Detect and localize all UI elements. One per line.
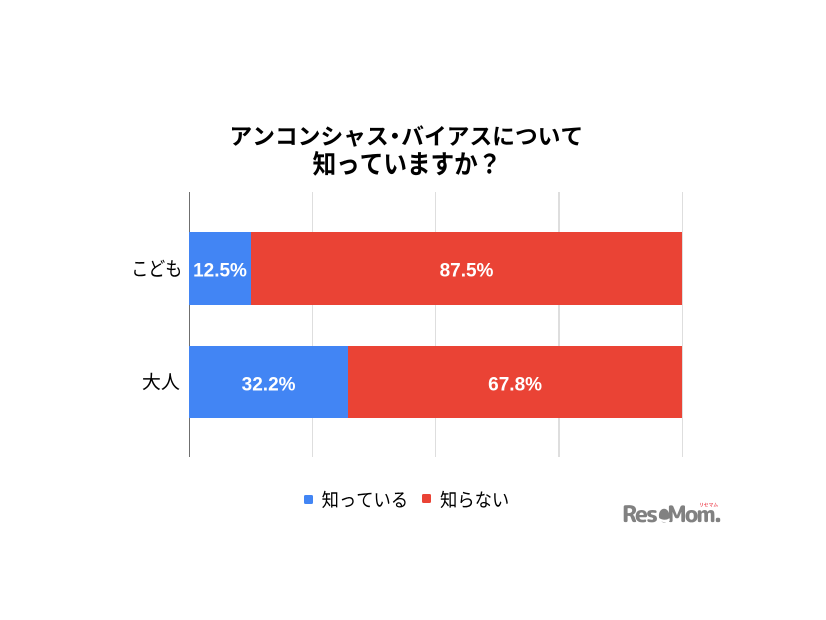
svg-text:32.2%: 32.2% bbox=[242, 374, 296, 395]
svg-text:12.5%: 12.5% bbox=[193, 260, 247, 281]
svg-text:87.5%: 87.5% bbox=[440, 260, 494, 281]
svg-text:67.8%: 67.8% bbox=[488, 374, 542, 395]
